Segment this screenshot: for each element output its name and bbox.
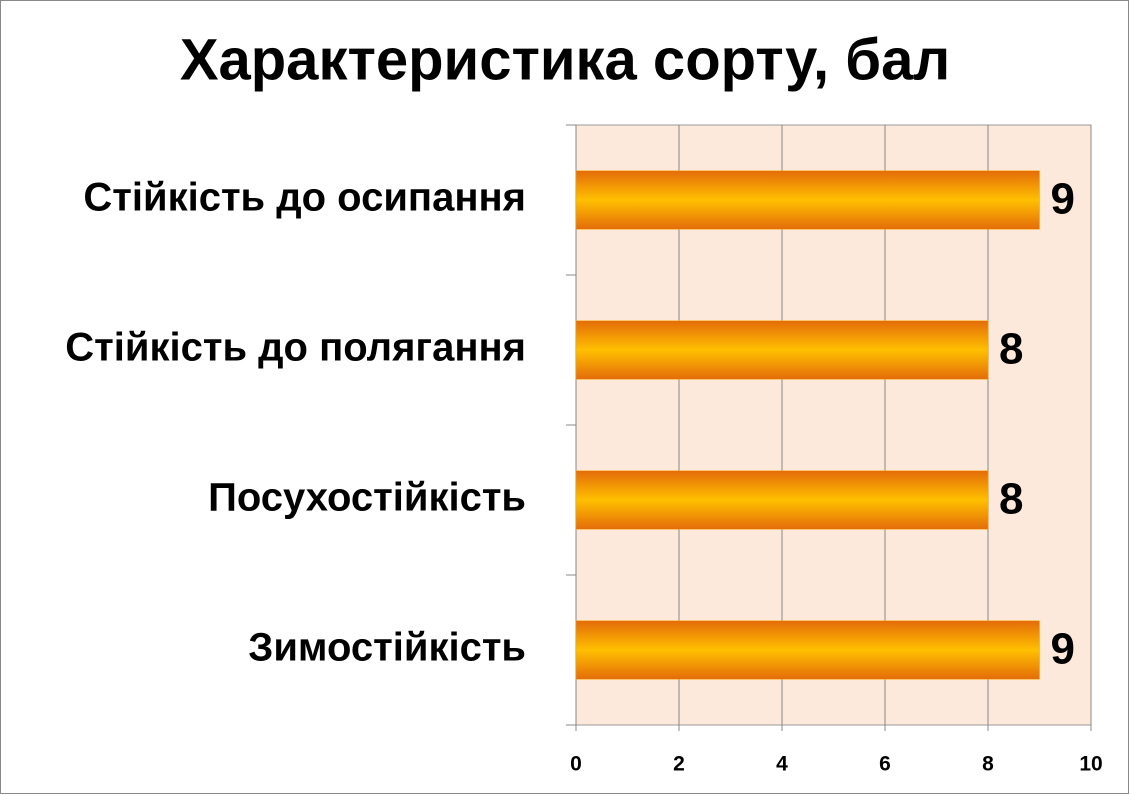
bar [575,320,989,380]
data-label: 8 [999,325,1023,374]
y-tick-label: Посухостійкість [208,476,526,520]
data-label: 9 [1051,625,1075,674]
y-tick-label: Зимостійкість [248,626,526,670]
data-label: 8 [999,475,1023,524]
y-tick-label: Стійкість до осипання [83,176,526,220]
chart-title: Характеристика сорту, бал [180,27,950,92]
x-tick-label: 6 [879,753,891,776]
bar [575,470,989,530]
bar [575,170,1040,230]
x-tick-label: 4 [776,753,788,776]
data-label: 9 [1051,175,1075,224]
x-tick-label: 8 [982,753,994,776]
y-tick-label: Стійкість до полягання [65,326,526,370]
x-tick-label: 0 [570,753,582,776]
x-tick-label: 10 [1079,753,1102,776]
bar [575,620,1040,680]
x-tick-label: 2 [673,753,685,776]
